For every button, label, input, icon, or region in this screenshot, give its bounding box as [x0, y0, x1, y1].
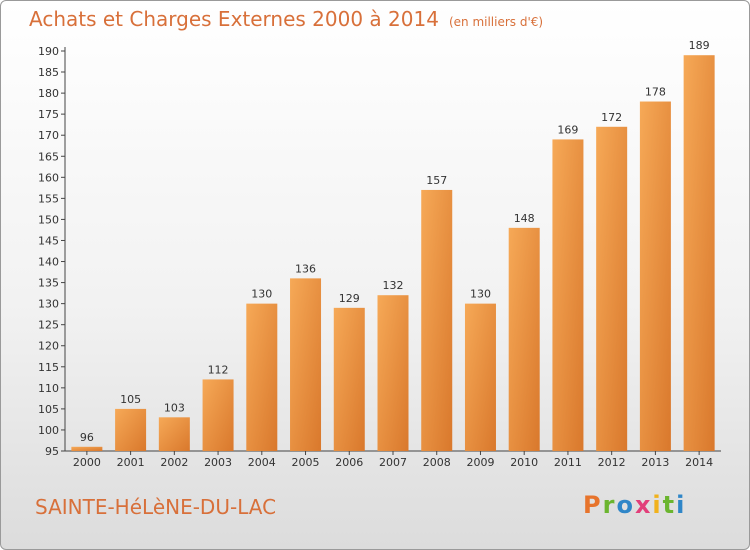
bar [552, 139, 584, 451]
logo-letter: r [602, 491, 617, 519]
x-tick-label: 2007 [379, 456, 407, 469]
y-tick-label: 105 [38, 403, 59, 416]
bar [333, 307, 365, 451]
bar [683, 55, 715, 452]
y-tick-label: 190 [38, 45, 59, 58]
logo-letter: o [616, 491, 635, 519]
bar [639, 101, 671, 452]
x-tick-label: 2013 [641, 456, 669, 469]
x-tick-label: 2010 [510, 456, 538, 469]
proxiti-logo: Proxiti [583, 491, 686, 519]
y-tick-label: 135 [38, 277, 59, 290]
bar-value-label: 112 [208, 363, 229, 376]
x-tick-label: 2006 [335, 456, 363, 469]
bar-value-label: 157 [426, 174, 447, 187]
y-tick-label: 185 [38, 66, 59, 79]
bar [596, 126, 628, 451]
x-tick-label: 2003 [204, 456, 232, 469]
chart-axes: 95 100 105 110 115 120 125 130 135 140 145 150 155 16… [38, 45, 721, 458]
y-tick-label: 125 [38, 319, 59, 332]
chart-unit: (en milliers d'€) [448, 15, 544, 29]
chart-labels: 96 2000 105 2001 103 2002 112 2003 130 2004 136 200… [73, 39, 713, 469]
x-tick-label: 2004 [248, 456, 276, 469]
x-tick-label: 2002 [160, 456, 188, 469]
bar [202, 379, 234, 451]
chart-title-text: Achats et Charges Externes 2000 à 2014 [29, 7, 439, 31]
y-tick-label: 140 [38, 256, 59, 269]
x-tick-label: 2000 [73, 456, 101, 469]
x-tick-label: 2005 [292, 456, 320, 469]
y-tick-label: 180 [38, 87, 59, 100]
bar-value-label: 132 [383, 279, 404, 292]
logo-letter: x [634, 491, 653, 519]
bar-value-label: 178 [645, 86, 666, 99]
bar [508, 227, 540, 451]
x-tick-label: 2001 [117, 456, 145, 469]
bar-value-label: 169 [557, 123, 578, 136]
bar-value-label: 103 [164, 401, 185, 414]
chart-bars [71, 55, 715, 452]
x-tick-label: 2011 [554, 456, 582, 469]
bar-value-label: 105 [120, 393, 141, 406]
y-tick-label: 95 [45, 445, 59, 458]
x-tick-label: 2014 [685, 456, 713, 469]
y-tick-label: 100 [38, 424, 59, 437]
x-tick-label: 2012 [598, 456, 626, 469]
bar-value-label: 189 [689, 39, 710, 52]
y-tick-label: 110 [38, 382, 59, 395]
bar-value-label: 172 [601, 111, 622, 124]
y-tick-label: 160 [38, 171, 59, 184]
bar [246, 303, 278, 451]
y-tick-label: 130 [38, 298, 59, 311]
y-tick-label: 165 [38, 150, 59, 163]
bar-value-label: 129 [339, 292, 360, 305]
y-tick-label: 170 [38, 129, 59, 142]
bar-value-label: 148 [514, 212, 535, 225]
y-tick-label: 145 [38, 234, 59, 247]
bar-value-label: 130 [251, 288, 272, 301]
bar-value-label: 136 [295, 262, 316, 275]
bar-value-label: 130 [470, 288, 491, 301]
bar [115, 408, 147, 451]
bar [71, 446, 103, 451]
bar [377, 295, 409, 451]
y-tick-label: 175 [38, 108, 59, 121]
logo-letter: P [583, 491, 603, 519]
y-tick-label: 155 [38, 192, 59, 205]
bar [464, 303, 496, 451]
bar [158, 417, 190, 451]
x-tick-label: 2008 [423, 456, 451, 469]
logo-letter: i [652, 491, 663, 519]
y-tick-label: 150 [38, 213, 59, 226]
logo-letter: t [662, 491, 677, 519]
bar-value-label: 96 [80, 431, 94, 444]
bar [421, 189, 453, 451]
commune-name: SAINTE-HéLèNE-DU-LAC [35, 495, 277, 519]
x-tick-label: 2009 [466, 456, 494, 469]
logo-letter: i [676, 491, 687, 519]
bar [290, 278, 322, 451]
y-tick-label: 120 [38, 340, 59, 353]
chart-title: Achats et Charges Externes 2000 à 2014 (e… [29, 7, 543, 31]
y-tick-label: 115 [38, 361, 59, 374]
